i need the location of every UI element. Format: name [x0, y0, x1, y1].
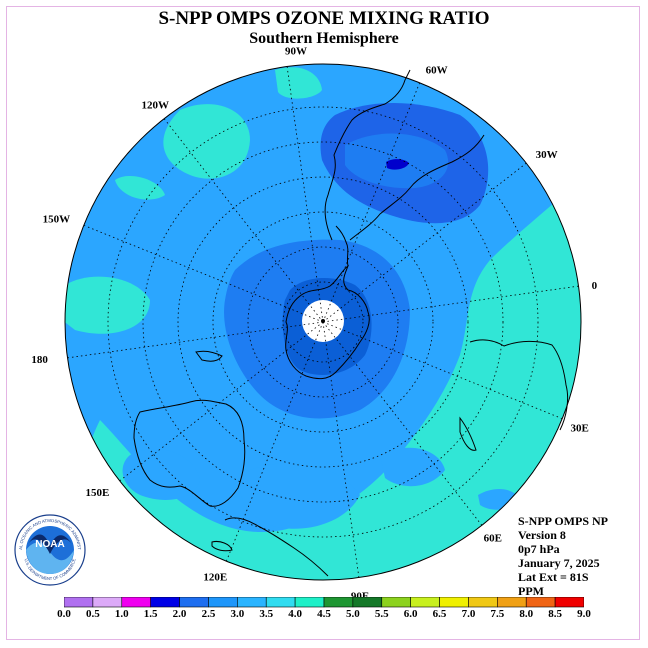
colorbar-swatch — [150, 597, 180, 608]
info-version: Version 8 — [518, 528, 566, 542]
high-region-upper-left — [163, 104, 250, 179]
info-pressure-level: 0p7 hPa — [518, 542, 560, 556]
colorbar-label: 4.5 — [317, 608, 331, 620]
island-coast — [211, 541, 233, 552]
graticule — [67, 66, 579, 578]
map-boundary — [64, 63, 582, 581]
colorbar-label: 6.0 — [403, 608, 418, 620]
colorbar-swatch — [410, 597, 440, 608]
high-region-left-small — [115, 175, 165, 200]
colorbar-swatch — [352, 597, 383, 608]
colorbar-label: 8.5 — [548, 608, 562, 620]
longitude-label: 120E — [203, 572, 227, 584]
latitude-circle — [282, 281, 364, 363]
africa-coast — [469, 339, 569, 431]
longitude-label: 60W — [426, 64, 448, 76]
madagascar-coast — [459, 416, 477, 451]
colorbar-swatch — [525, 597, 556, 608]
map-subtitle: Southern Hemisphere — [249, 30, 399, 47]
latitude-circle — [247, 246, 399, 398]
colorbar-swatch — [121, 597, 151, 608]
latitude-circle — [107, 106, 539, 538]
field-pocket-south — [240, 463, 360, 529]
colorbar-swatch — [92, 597, 123, 608]
field-pocket-lower-left — [122, 449, 200, 500]
longitude-label: 120W — [141, 99, 169, 111]
south-america-coast-east — [349, 134, 485, 241]
coastlines — [133, 69, 569, 577]
colorbar-swatch — [381, 597, 411, 608]
longitude-label: 30E — [570, 423, 588, 435]
latitude-circle — [142, 141, 504, 503]
high-region-west — [65, 276, 150, 334]
colorbar-label: 1.5 — [143, 608, 158, 620]
longitude-label: 150W — [43, 213, 71, 225]
colorbar-label: 1.0 — [114, 608, 129, 620]
longitude-label: 180 — [31, 354, 48, 366]
longitude-label: 90W — [285, 46, 307, 58]
colorbar-label: 8.0 — [519, 608, 534, 620]
colorbar-swatch — [265, 597, 296, 608]
colorbar-label: 0.5 — [86, 608, 100, 620]
colorbar-swatch — [323, 597, 354, 608]
high-region-east-southeast — [80, 170, 581, 580]
longitude-label: 0 — [592, 280, 598, 292]
colorbar-label: 5.0 — [346, 608, 360, 620]
info-date: January 7, 2025 — [518, 556, 600, 570]
colorbar-swatch — [294, 597, 325, 608]
colorbar-label: 4.0 — [288, 608, 302, 620]
colorbar-label: 6.5 — [432, 608, 447, 620]
ozone-field — [65, 64, 581, 580]
longitude-label: 150E — [85, 487, 109, 499]
colorbar-label: 5.5 — [374, 608, 389, 620]
colorbar-swatch — [179, 597, 209, 608]
south-america-coast — [324, 69, 411, 241]
figure-frame — [6, 6, 640, 640]
colorbar-swatch — [439, 597, 469, 608]
colorbar-swatch — [64, 597, 94, 608]
longitude-label: 60E — [484, 533, 502, 545]
noaa-logo: NOAA NATIONAL OCEANIC AND ATMOSPHERIC AD… — [14, 514, 86, 586]
southeast-asia-coast — [224, 517, 329, 577]
ozone-peak — [386, 159, 409, 170]
high-region-top — [275, 67, 322, 99]
colorbar-swatch — [237, 597, 267, 608]
colorbar-swatch — [208, 597, 238, 608]
info-instrument: S-NPP OMPS NP — [518, 514, 608, 528]
colorbar-label: 0.0 — [57, 608, 71, 620]
colorbar-swatch — [468, 597, 498, 608]
colorbar-label: 3.5 — [259, 608, 274, 620]
colorbar-label: 2.5 — [201, 608, 216, 620]
australia-coast — [133, 399, 246, 507]
colorbar-label: 7.0 — [461, 608, 476, 620]
colorbar-swatch — [554, 597, 584, 608]
colorbar — [64, 597, 584, 608]
colorbar-label: 2.0 — [172, 608, 187, 620]
antarctic-peninsula-coast — [335, 225, 349, 267]
map-title: S-NPP OMPS OZONE MIXING RATIO — [158, 8, 490, 29]
colorbar-label: 7.5 — [490, 608, 505, 620]
colorbar-label: 9.0 — [577, 608, 591, 620]
colorbar-label: 3.0 — [230, 608, 245, 620]
longitude-label: 30W — [536, 149, 558, 161]
new-zealand-coast — [195, 350, 223, 362]
info-lat-extent: Lat Ext = 81S — [518, 570, 589, 584]
antarctica-coast — [285, 264, 370, 380]
colorbar-swatch — [497, 597, 527, 608]
noaa-logo-text: NOAA — [35, 539, 64, 550]
info-units: PPM — [518, 584, 544, 598]
latitude-circle — [177, 176, 469, 468]
latitude-circle — [212, 211, 434, 433]
